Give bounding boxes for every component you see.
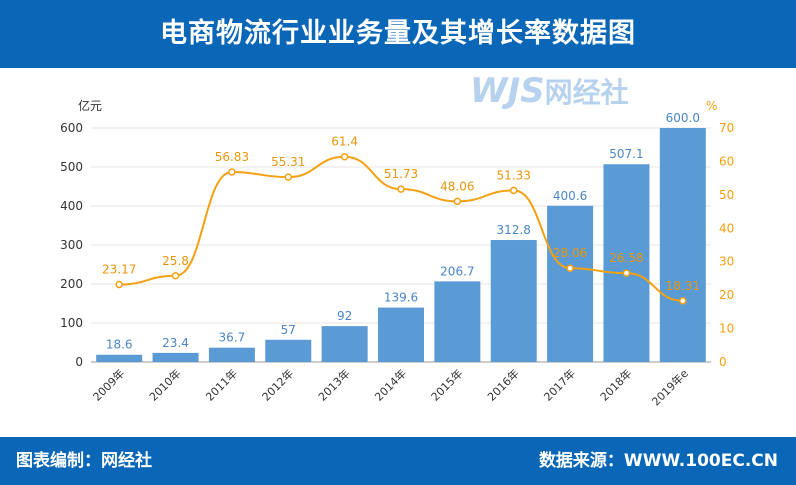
x-tick-label: 2017年: [541, 366, 578, 403]
left-tick-label: 100: [60, 316, 83, 330]
right-tick-label: 20: [719, 288, 734, 302]
bar-label: 18.6: [106, 338, 133, 352]
line-label: 56.83: [215, 150, 249, 164]
bar-label: 600.0: [666, 111, 700, 125]
bar: [321, 326, 368, 362]
line-point: [622, 269, 631, 277]
line-label: 18.31: [666, 279, 700, 293]
bar: [603, 164, 650, 362]
x-tick-label: 2018年: [597, 366, 634, 403]
bar-label: 92: [337, 309, 352, 323]
x-tick-label: 2015年: [428, 366, 465, 403]
bar-label: 36.7: [219, 331, 246, 345]
right-tick-label: 0: [719, 355, 727, 369]
left-tick-label: 300: [60, 238, 83, 252]
bar: [434, 281, 481, 362]
bar-label: 57: [281, 323, 296, 337]
x-tick-label: 2013年: [315, 366, 352, 403]
x-tick-label: 2010年: [146, 366, 183, 403]
line-point: [228, 168, 236, 176]
line-label: 51.73: [384, 167, 418, 181]
bar-label: 23.4: [162, 336, 189, 350]
x-tick-label: 2011年: [203, 366, 240, 403]
left-tick-label: 200: [60, 277, 83, 291]
line-point: [115, 280, 123, 289]
right-tick-label: 50: [719, 188, 734, 202]
line-point: [340, 152, 349, 161]
chart-title: 电商物流行业业务量及其增长率数据图: [0, 0, 796, 68]
right-tick-label: 70: [719, 121, 734, 135]
bar: [265, 339, 312, 362]
bar-label: 206.7: [440, 264, 474, 278]
right-tick-label: 10: [719, 322, 734, 336]
bar-label: 139.6: [384, 291, 418, 305]
right-tick-label: 40: [719, 221, 734, 235]
bar: [378, 307, 424, 362]
bar: [152, 352, 199, 362]
bar: [96, 354, 143, 362]
line-point: [397, 185, 405, 193]
right-tick-label: 60: [719, 154, 734, 168]
line-label: 48.06: [440, 179, 474, 193]
left-tick-label: 500: [60, 160, 83, 174]
bar-label: 312.8: [497, 223, 531, 237]
bar: [208, 347, 255, 362]
line-point: [171, 272, 180, 280]
line-point: [453, 197, 462, 206]
bar: [659, 128, 706, 362]
x-tick-label: 2014年: [372, 366, 409, 403]
line-label: 23.17: [102, 263, 136, 277]
left-tick-label: 400: [60, 199, 83, 213]
right-axis-label: %: [706, 99, 717, 113]
line-point: [509, 186, 518, 195]
left-tick-label: 600: [60, 121, 83, 135]
line-label: 26.58: [609, 251, 643, 265]
line-label: 51.33: [497, 168, 531, 182]
bar: [490, 240, 537, 362]
line-label: 55.31: [271, 155, 305, 169]
bar-label: 400.6: [553, 189, 587, 203]
footer-source: 数据来源：WWW.100EC.CN: [538, 451, 778, 471]
x-tick-label: 2016年: [484, 366, 521, 403]
bar: [547, 205, 594, 362]
line-point: [679, 297, 687, 305]
x-tick-label: 2009年: [90, 366, 127, 403]
x-tick-label: 2019年e: [649, 366, 691, 408]
footer-credit: 图表编制：网经社: [16, 451, 152, 471]
left-axis-label: 亿元: [78, 98, 102, 113]
line-label: 61.4: [331, 135, 358, 149]
left-tick-label: 0: [75, 355, 83, 369]
line-point: [284, 173, 293, 181]
line-label: 25.8: [162, 254, 189, 268]
bar-label: 507.1: [609, 147, 643, 161]
right-tick-label: 30: [719, 255, 734, 269]
x-tick-label: 2012年: [259, 366, 296, 403]
watermark-logo: WJS网经社: [470, 71, 629, 111]
line-point: [566, 264, 574, 272]
footer: 图表编制：网经社 数据来源：WWW.100EC.CN: [0, 437, 796, 485]
line-label: 28.06: [553, 246, 587, 260]
